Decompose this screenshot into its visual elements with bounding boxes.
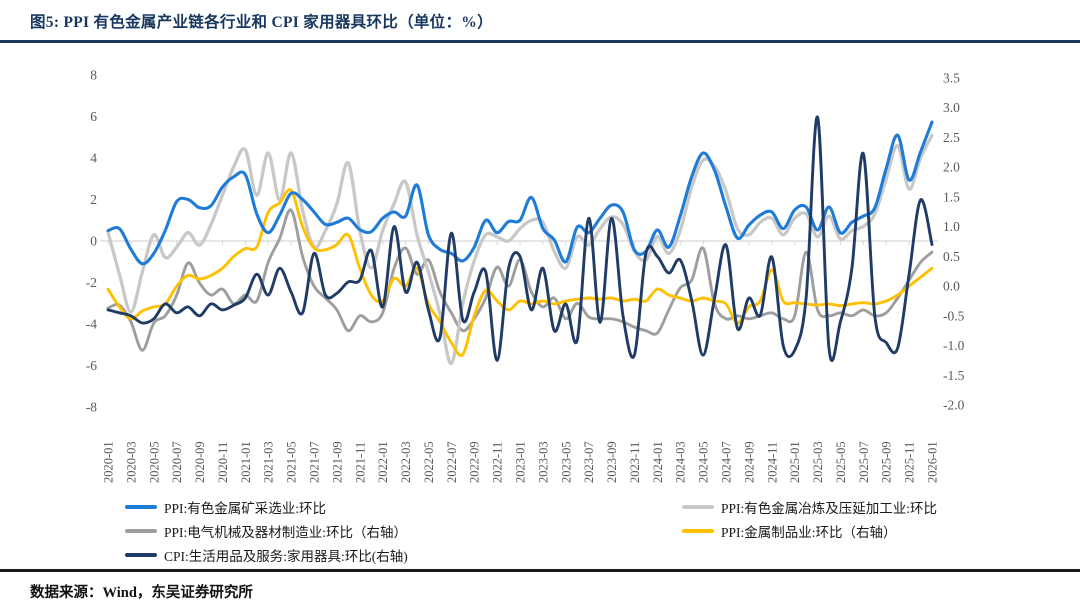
svg-text:2021-01: 2021-01 xyxy=(239,441,253,483)
svg-text:2023-03: 2023-03 xyxy=(536,441,550,483)
footer-divider xyxy=(0,569,1080,572)
svg-text:2023-05: 2023-05 xyxy=(559,441,573,483)
legend-swatch-navy xyxy=(125,553,157,557)
legend-swatch-yellow xyxy=(682,529,714,533)
svg-text:2022-07: 2022-07 xyxy=(445,441,459,483)
svg-text:-6: -6 xyxy=(86,358,97,373)
svg-text:2024-11: 2024-11 xyxy=(765,442,779,483)
legend-label: PPI:有色金属矿采选业:环比 xyxy=(164,501,327,516)
svg-text:-2: -2 xyxy=(86,275,97,290)
svg-text:2021-11: 2021-11 xyxy=(353,442,367,483)
svg-text:2023-11: 2023-11 xyxy=(628,442,642,483)
svg-text:2024-05: 2024-05 xyxy=(697,441,711,483)
svg-text:2021-09: 2021-09 xyxy=(330,441,344,483)
series-line-0 xyxy=(106,120,934,266)
svg-text:2023-01: 2023-01 xyxy=(514,441,528,483)
svg-text:2020-11: 2020-11 xyxy=(216,442,230,483)
svg-text:2021-03: 2021-03 xyxy=(262,441,276,483)
svg-text:-4: -4 xyxy=(86,317,97,332)
legend-item-cpi-appliances: CPI:生活用品及服务:家用器具:环比(右轴) xyxy=(125,545,408,565)
svg-text:2024-07: 2024-07 xyxy=(720,441,734,483)
legend-label: PPI:有色金属冶炼及压延加工业:环比 xyxy=(721,501,938,516)
legend-label: PPI:金属制品业:环比（右轴） xyxy=(721,525,897,540)
svg-text:-1.0: -1.0 xyxy=(943,338,965,353)
svg-text:2024-01: 2024-01 xyxy=(651,441,665,483)
legend-label: CPI:生活用品及服务:家用器具:环比(右轴) xyxy=(164,549,408,564)
legend-swatch-blue xyxy=(125,505,157,509)
svg-text:2022-05: 2022-05 xyxy=(422,441,436,483)
svg-text:2024-03: 2024-03 xyxy=(674,441,688,483)
svg-text:0: 0 xyxy=(90,234,97,249)
x-axis-baseline xyxy=(100,240,938,245)
svg-text:2025-09: 2025-09 xyxy=(880,441,894,483)
svg-text:2025-11: 2025-11 xyxy=(903,442,917,483)
legend-item-ppi-mining: PPI:有色金属矿采选业:环比 xyxy=(125,497,326,517)
svg-text:2025-01: 2025-01 xyxy=(788,441,802,483)
svg-text:2.0: 2.0 xyxy=(943,160,960,175)
svg-text:0.0: 0.0 xyxy=(943,279,960,294)
svg-text:2020-03: 2020-03 xyxy=(124,441,138,483)
svg-text:6: 6 xyxy=(90,109,97,124)
svg-text:4: 4 xyxy=(90,151,97,166)
svg-text:2021-07: 2021-07 xyxy=(308,441,322,483)
legend-swatch-gray xyxy=(125,529,157,533)
x-axis-labels: 2020-01 2020-03 2020-05 2020-07 2020-09 2020-… xyxy=(102,441,940,483)
svg-text:2020-05: 2020-05 xyxy=(147,441,161,483)
legend-item-ppi-smelting: PPI:有色金属冶炼及压延加工业:环比 xyxy=(682,497,937,517)
svg-text:2025-07: 2025-07 xyxy=(857,441,871,483)
svg-text:2: 2 xyxy=(90,192,97,207)
svg-text:2.5: 2.5 xyxy=(943,130,960,145)
svg-text:-8: -8 xyxy=(86,400,97,415)
left-axis-labels: 8 6 4 2 0 -2 -4 -6 -8 xyxy=(86,68,98,415)
svg-text:-1.5: -1.5 xyxy=(943,368,965,383)
svg-text:2022-09: 2022-09 xyxy=(468,441,482,483)
svg-text:2020-09: 2020-09 xyxy=(193,441,207,483)
svg-text:0.5: 0.5 xyxy=(943,249,960,264)
svg-text:2020-07: 2020-07 xyxy=(170,441,184,483)
series-line-1 xyxy=(106,133,934,366)
svg-text:2021-05: 2021-05 xyxy=(285,441,299,483)
legend-item-ppi-metal-products: PPI:金属制品业:环比（右轴） xyxy=(682,521,897,541)
chart-plot: 8 6 4 2 0 -2 -4 -6 -8 3.5 3.0 2.5 2.0 1.5 1.0 0.5 0.0 -0.… xyxy=(86,68,965,484)
svg-text:1.5: 1.5 xyxy=(943,189,960,204)
svg-text:2022-11: 2022-11 xyxy=(491,442,505,483)
legend-swatch-lightgray xyxy=(682,505,714,509)
series-line-4 xyxy=(106,115,934,362)
svg-text:8: 8 xyxy=(90,68,97,83)
svg-text:2023-07: 2023-07 xyxy=(582,441,596,483)
svg-text:2020-01: 2020-01 xyxy=(102,441,116,483)
chart-legend: PPI:有色金属矿采选业:环比 PPI:有色金属冶炼及压延加工业:环比 PPI:… xyxy=(0,494,1080,566)
right-axis-labels: 3.5 3.0 2.5 2.0 1.5 1.0 0.5 0.0 -0.5 -1.0 -1.5 -2.0 xyxy=(943,71,965,413)
page-title: 图5: PPI 有色金属产业链各行业和 CPI 家用器具环比（单位：%） xyxy=(30,14,493,31)
svg-text:1.0: 1.0 xyxy=(943,219,960,234)
svg-text:2023-09: 2023-09 xyxy=(605,441,619,483)
svg-text:2026-01: 2026-01 xyxy=(926,441,940,483)
title-divider xyxy=(0,40,1080,43)
svg-text:2025-05: 2025-05 xyxy=(834,441,848,483)
svg-text:2022-01: 2022-01 xyxy=(376,441,390,483)
svg-text:-0.5: -0.5 xyxy=(943,308,965,323)
svg-text:-2.0: -2.0 xyxy=(943,398,965,413)
svg-text:3.0: 3.0 xyxy=(943,100,960,115)
svg-text:2024-09: 2024-09 xyxy=(742,441,756,483)
svg-text:2025-03: 2025-03 xyxy=(811,441,825,483)
legend-label: PPI:电气机械及器材制造业:环比（右轴） xyxy=(164,525,408,540)
series-line-3 xyxy=(106,188,934,357)
series-lines xyxy=(106,115,934,366)
data-source: 数据来源：Wind，东吴证券研究所 xyxy=(30,585,253,601)
svg-text:3.5: 3.5 xyxy=(943,71,960,86)
legend-item-ppi-electrical: PPI:电气机械及器材制造业:环比（右轴） xyxy=(125,521,407,541)
svg-text:2022-03: 2022-03 xyxy=(399,441,413,483)
